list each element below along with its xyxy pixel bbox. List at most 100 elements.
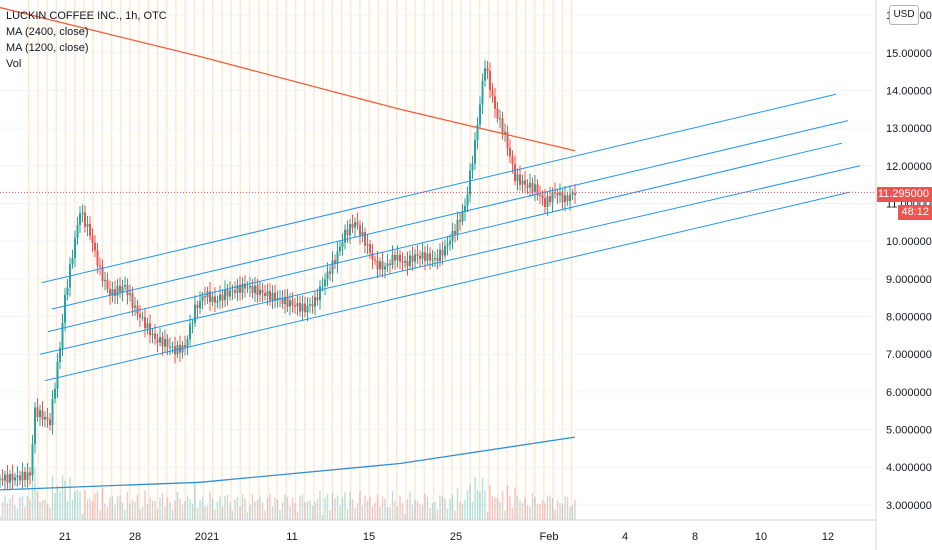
volume-bar xyxy=(146,504,149,520)
volume-bar xyxy=(121,502,124,520)
legend-volume[interactable]: Vol xyxy=(6,58,22,70)
volume-bar xyxy=(536,504,539,520)
volume-bar xyxy=(564,496,566,520)
volume-bar xyxy=(196,507,199,520)
candle-body xyxy=(189,324,191,340)
volume-bar xyxy=(354,507,356,520)
candle-body xyxy=(301,303,304,312)
candle-body xyxy=(211,296,214,303)
candle-body xyxy=(159,336,161,343)
channel-line xyxy=(39,165,861,355)
candle-body xyxy=(501,118,504,134)
candle-body xyxy=(376,260,379,270)
volume-bar xyxy=(374,502,376,520)
volume-bar xyxy=(186,495,189,520)
candle-body xyxy=(294,305,296,307)
volume-bar xyxy=(486,511,489,520)
volume-bar xyxy=(404,513,406,520)
volume-bar xyxy=(11,495,14,520)
session-band xyxy=(248,0,251,520)
candle-body xyxy=(221,294,224,301)
volume-bar xyxy=(6,503,9,520)
time-axis-labels: 21 28 2021 11 15 25 Feb 4 8 10 12 xyxy=(59,531,834,543)
volume-bar xyxy=(441,495,444,520)
price-tick-label: 4.000000 xyxy=(886,462,932,474)
volume-bar xyxy=(516,495,519,520)
candle-body xyxy=(141,317,144,319)
volume-bar xyxy=(251,494,254,520)
candle-body xyxy=(251,285,254,294)
candle-body xyxy=(546,196,549,207)
volume-bar xyxy=(236,497,239,520)
session-band xyxy=(212,0,214,520)
volume-bar xyxy=(346,508,349,520)
legend-ma-2400[interactable]: MA (2400, close) xyxy=(6,26,89,38)
session-band xyxy=(570,0,573,520)
currency-button[interactable]: USD xyxy=(889,5,919,25)
volume-bar xyxy=(549,495,551,520)
volume-bar xyxy=(384,498,386,520)
volume-bar xyxy=(494,497,496,520)
volume-bar xyxy=(64,480,66,520)
volume-bar xyxy=(329,510,331,520)
candle-body xyxy=(151,333,154,336)
session-band xyxy=(55,0,58,520)
candle-body xyxy=(356,222,359,226)
volume-bar xyxy=(326,494,329,520)
candle-body xyxy=(349,223,351,236)
channel-line xyxy=(41,93,837,284)
candle-body xyxy=(329,271,331,274)
candle-body xyxy=(11,474,14,481)
candle-body xyxy=(404,260,406,263)
candle-body xyxy=(374,259,376,261)
candle-body xyxy=(101,266,104,282)
volume-bar xyxy=(119,495,121,520)
candle-body xyxy=(64,294,66,323)
volume-bar xyxy=(199,500,201,520)
volume-bar xyxy=(539,503,541,520)
volume-bar xyxy=(194,483,196,520)
session-band xyxy=(432,0,435,520)
candle-body xyxy=(324,279,326,287)
volume-bar xyxy=(229,502,231,520)
price-tick-label: 15.000000 xyxy=(886,48,932,60)
candle-body xyxy=(266,291,269,297)
candle-body xyxy=(34,407,36,445)
candle-body xyxy=(244,283,246,289)
volume-bar xyxy=(1,502,4,520)
candle-body xyxy=(171,346,174,348)
candle-body xyxy=(394,254,396,261)
volume-bar xyxy=(519,500,521,520)
candle-body xyxy=(54,388,56,399)
volume-bar xyxy=(311,505,314,520)
volume-bar xyxy=(24,506,26,520)
volume-bar xyxy=(371,506,374,520)
volume-bar xyxy=(266,498,269,520)
legend-ma-1200[interactable]: MA (1200, close) xyxy=(6,42,89,54)
volume-bar xyxy=(274,497,276,520)
candle-body xyxy=(544,198,546,207)
volume-bar xyxy=(574,500,576,520)
candle-body xyxy=(309,304,311,306)
candle-body xyxy=(111,289,114,296)
volume-bar xyxy=(171,509,174,520)
volume-bar xyxy=(231,510,234,520)
volume-bar xyxy=(471,501,474,520)
volume-bar xyxy=(84,490,86,520)
volume-bar xyxy=(249,504,251,520)
session-band xyxy=(92,0,94,520)
channel-line xyxy=(47,142,843,333)
volume-bar xyxy=(114,504,116,520)
candle-body xyxy=(269,291,271,301)
candle-body xyxy=(279,297,281,299)
candle-body xyxy=(139,314,141,318)
volume-bar xyxy=(489,485,491,520)
legend-title[interactable]: LUCKIN COFFEE INC., 1h, OTC xyxy=(6,10,167,22)
session-band xyxy=(506,0,508,520)
volume-bar xyxy=(419,504,421,520)
candle-body xyxy=(386,263,389,267)
volume-bar xyxy=(71,500,74,520)
session-band xyxy=(460,0,462,520)
price-tick-label: 9.000000 xyxy=(886,274,932,286)
